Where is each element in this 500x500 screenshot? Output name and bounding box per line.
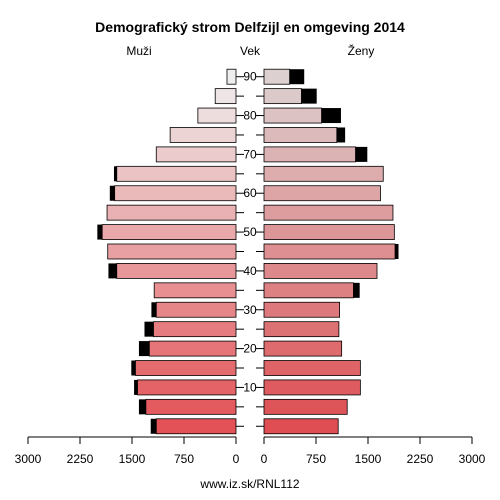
female-bar: [263, 360, 361, 376]
female-surplus-bar: [321, 108, 341, 124]
male-bar: [153, 282, 237, 299]
female-surplus-bar: [353, 282, 360, 298]
male-surplus-bar: [144, 321, 154, 337]
age-tick-label: 20: [243, 342, 257, 356]
female-bar: [263, 68, 291, 85]
female-bar: [263, 146, 356, 163]
female-bar: [263, 263, 378, 279]
age-tick-label: 90: [243, 70, 257, 84]
x-tick-label: 1500: [355, 452, 382, 466]
female-bar: [263, 398, 348, 415]
female-bar: [263, 88, 302, 105]
male-bar: [153, 321, 237, 338]
x-tick-label: 750: [306, 452, 326, 466]
male-bar: [106, 204, 237, 221]
male-bar: [116, 165, 237, 182]
male-surplus-bar: [134, 379, 138, 395]
source-footer: www.iz.sk/RNL112: [199, 477, 299, 491]
x-tick-label: 2250: [67, 452, 94, 466]
female-bar: [263, 418, 339, 435]
age-axis-label: Vek: [240, 44, 261, 58]
male-bar: [116, 263, 237, 279]
male-bar: [101, 224, 237, 240]
male-side-label: Muži: [126, 44, 151, 58]
male-surplus-bar: [97, 224, 103, 240]
female-surplus-bar: [301, 88, 317, 104]
male-surplus-bar: [109, 185, 115, 201]
x-tick-label: 3000: [459, 452, 486, 466]
female-bar: [263, 127, 338, 143]
male-bar: [169, 127, 237, 143]
male-bar: [155, 301, 237, 318]
female-bar: [263, 204, 394, 221]
male-surplus-bar: [108, 263, 117, 279]
age-tick-label: 80: [243, 109, 257, 123]
female-surplus-bar: [336, 127, 346, 143]
female-bar: [263, 243, 396, 260]
age-tick-label: 10: [243, 380, 257, 394]
x-tick-label: 0: [261, 452, 268, 466]
chart-title: Demografický strom Delfzijl en omgeving …: [95, 19, 405, 35]
age-tick-label: 40: [243, 264, 257, 278]
x-tick-label: 3000: [15, 452, 42, 466]
chart-axes: 3000 2250 1500 750 0 0 750 1500 2250 3000: [15, 436, 486, 466]
x-tick-label: 2250: [407, 452, 434, 466]
female-bar: [263, 321, 340, 338]
male-bar: [137, 379, 237, 396]
female-bar: [263, 107, 322, 124]
female-bar: [263, 224, 395, 240]
male-bar: [148, 340, 237, 357]
male-surplus-bar: [138, 341, 150, 357]
male-bar: [214, 88, 237, 105]
age-tick-label: 60: [243, 186, 257, 200]
male-bar: [135, 360, 237, 376]
x-tick-label: 0: [233, 452, 240, 466]
male-bar: [145, 398, 237, 415]
male-surplus-bar: [151, 302, 157, 318]
female-surplus-bar: [395, 243, 399, 259]
male-bar: [226, 68, 237, 85]
x-tick-label: 750: [174, 452, 194, 466]
female-bar: [263, 301, 340, 318]
female-side-label: Ženy: [348, 43, 375, 58]
female-bar: [263, 379, 361, 396]
male-surplus-bar: [150, 418, 157, 434]
male-surplus-bar: [138, 399, 146, 415]
female-surplus-bar: [355, 146, 368, 162]
female-bar: [263, 282, 354, 299]
female-surplus-bar: [289, 69, 305, 85]
pyramid-bars: 10 20 30 40 50 60 70 80 90: [97, 68, 399, 435]
male-bar: [197, 107, 237, 124]
age-tick-label: 50: [243, 225, 257, 239]
age-tick-label: 30: [243, 303, 257, 317]
male-bar: [155, 418, 237, 435]
male-surplus-bar: [131, 360, 136, 376]
male-surplus-bar: [113, 166, 117, 182]
age-tick-label: 70: [243, 147, 257, 161]
female-bar: [263, 185, 381, 202]
male-bar: [114, 185, 237, 202]
female-bar: [263, 340, 343, 357]
x-tick-label: 1500: [119, 452, 146, 466]
male-bar: [107, 243, 237, 260]
female-bar: [263, 165, 384, 182]
male-bar: [155, 146, 237, 163]
